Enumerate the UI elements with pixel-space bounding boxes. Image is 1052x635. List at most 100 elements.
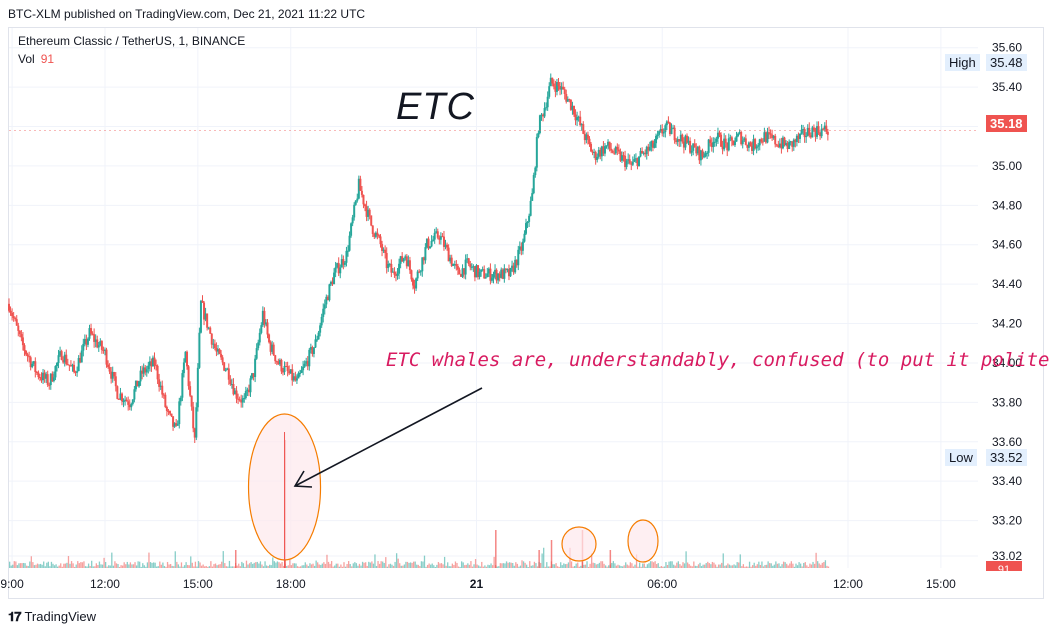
volume-bar <box>561 565 563 568</box>
volume-bar <box>217 564 220 568</box>
volume-bar <box>521 560 523 568</box>
candle-body <box>399 256 402 264</box>
volume-bar <box>518 566 520 568</box>
volume-legend[interactable]: Vol 91 <box>18 52 54 66</box>
candle-body <box>588 138 591 144</box>
candle-body <box>159 385 162 387</box>
volume-bar <box>270 565 272 568</box>
candle-body <box>52 377 55 382</box>
candle-body <box>90 328 93 334</box>
volume-bar <box>502 563 505 568</box>
candle-body <box>778 143 781 148</box>
volume-bar <box>91 560 93 568</box>
volume-bar <box>281 562 283 568</box>
time-axis: 9:00 12:00 15:00 18:00 21 06:00 12:00 15:00 <box>0 577 956 591</box>
symbol-legend[interactable]: Ethereum Classic / TetherUS, 1, BINANCE <box>18 34 246 48</box>
whales-text-annotation[interactable]: ETC whales are, understandably, confused… <box>386 349 1052 371</box>
volume-bar <box>504 563 506 568</box>
candle-body <box>294 376 297 381</box>
candle-body <box>653 143 656 148</box>
volume-bar <box>265 565 268 568</box>
volume-bar <box>408 562 410 568</box>
candle-body <box>199 300 202 333</box>
candle-body <box>774 135 777 145</box>
candle-body <box>249 378 252 393</box>
candle-body <box>538 115 541 133</box>
candle-body <box>809 135 812 138</box>
volume-bar <box>586 561 588 568</box>
candle-body <box>576 117 579 121</box>
volume-bar <box>286 566 288 568</box>
candle-body <box>128 404 131 408</box>
candle-body <box>816 126 819 137</box>
volume-bar <box>606 566 608 568</box>
volume-bar <box>820 564 822 568</box>
candle-body <box>701 150 704 157</box>
candle-body <box>614 146 617 154</box>
candle-body <box>362 194 365 205</box>
candle-body <box>99 341 102 346</box>
volume-bar <box>389 563 392 568</box>
volume-bar <box>669 561 672 568</box>
volume-bar <box>683 563 686 568</box>
footer-brand[interactable]: 𝟏𝟕 TradingView <box>8 609 96 625</box>
candle-body <box>648 146 651 151</box>
volume-bar <box>662 566 664 568</box>
volume-bar <box>63 563 65 568</box>
volume-bar <box>625 562 627 568</box>
volume-bar <box>524 562 526 568</box>
volume-bar <box>470 561 472 568</box>
candle-body <box>600 146 603 157</box>
candle-body <box>151 357 154 367</box>
candle-body <box>337 263 340 274</box>
candle-body <box>308 349 311 367</box>
candle-body <box>636 158 639 166</box>
volume-bar <box>236 565 238 568</box>
volume-bar <box>146 562 149 568</box>
volume-bar <box>818 563 820 568</box>
volume-bar <box>530 565 532 568</box>
candle-body <box>798 133 801 139</box>
y-tick-label: 34.60 <box>992 238 1022 252</box>
volume-bar <box>663 566 666 568</box>
candle-body <box>204 313 207 320</box>
volume-bar <box>614 563 616 568</box>
volume-bar <box>544 566 546 568</box>
volume-bar <box>392 565 395 568</box>
candle-body <box>535 137 538 168</box>
volume-bar <box>182 566 184 568</box>
candle-body <box>483 269 486 279</box>
etc-text-annotation[interactable]: ETC <box>396 86 475 128</box>
candle-body <box>531 193 534 201</box>
volume-bar <box>313 565 316 568</box>
candle-body <box>743 138 746 141</box>
candle-body <box>62 359 65 363</box>
candle-body <box>49 373 52 386</box>
volume-bar <box>298 566 300 568</box>
candle-body <box>331 281 334 285</box>
candle-body <box>638 156 641 166</box>
volume-bar <box>632 566 635 568</box>
volume-bar <box>549 566 551 568</box>
candle-body <box>466 258 469 260</box>
volume-bar <box>222 551 224 568</box>
volume-bar <box>409 562 412 568</box>
candle-body <box>246 389 249 391</box>
volume-bar <box>106 566 108 568</box>
volume-bar <box>656 564 658 568</box>
candle-body <box>741 140 744 145</box>
volume-bar <box>242 563 245 568</box>
candle-body <box>605 145 608 147</box>
candle-body <box>348 235 351 251</box>
volume-bar <box>279 563 282 568</box>
candle-body <box>351 217 354 224</box>
volume-bar <box>570 561 573 568</box>
candle-body <box>319 325 322 333</box>
volume-bar <box>459 566 461 568</box>
volume-bar <box>722 553 724 568</box>
volume-bar <box>769 563 771 568</box>
candle-body <box>772 135 775 139</box>
candle-body <box>210 333 213 345</box>
candle-body <box>23 345 26 351</box>
